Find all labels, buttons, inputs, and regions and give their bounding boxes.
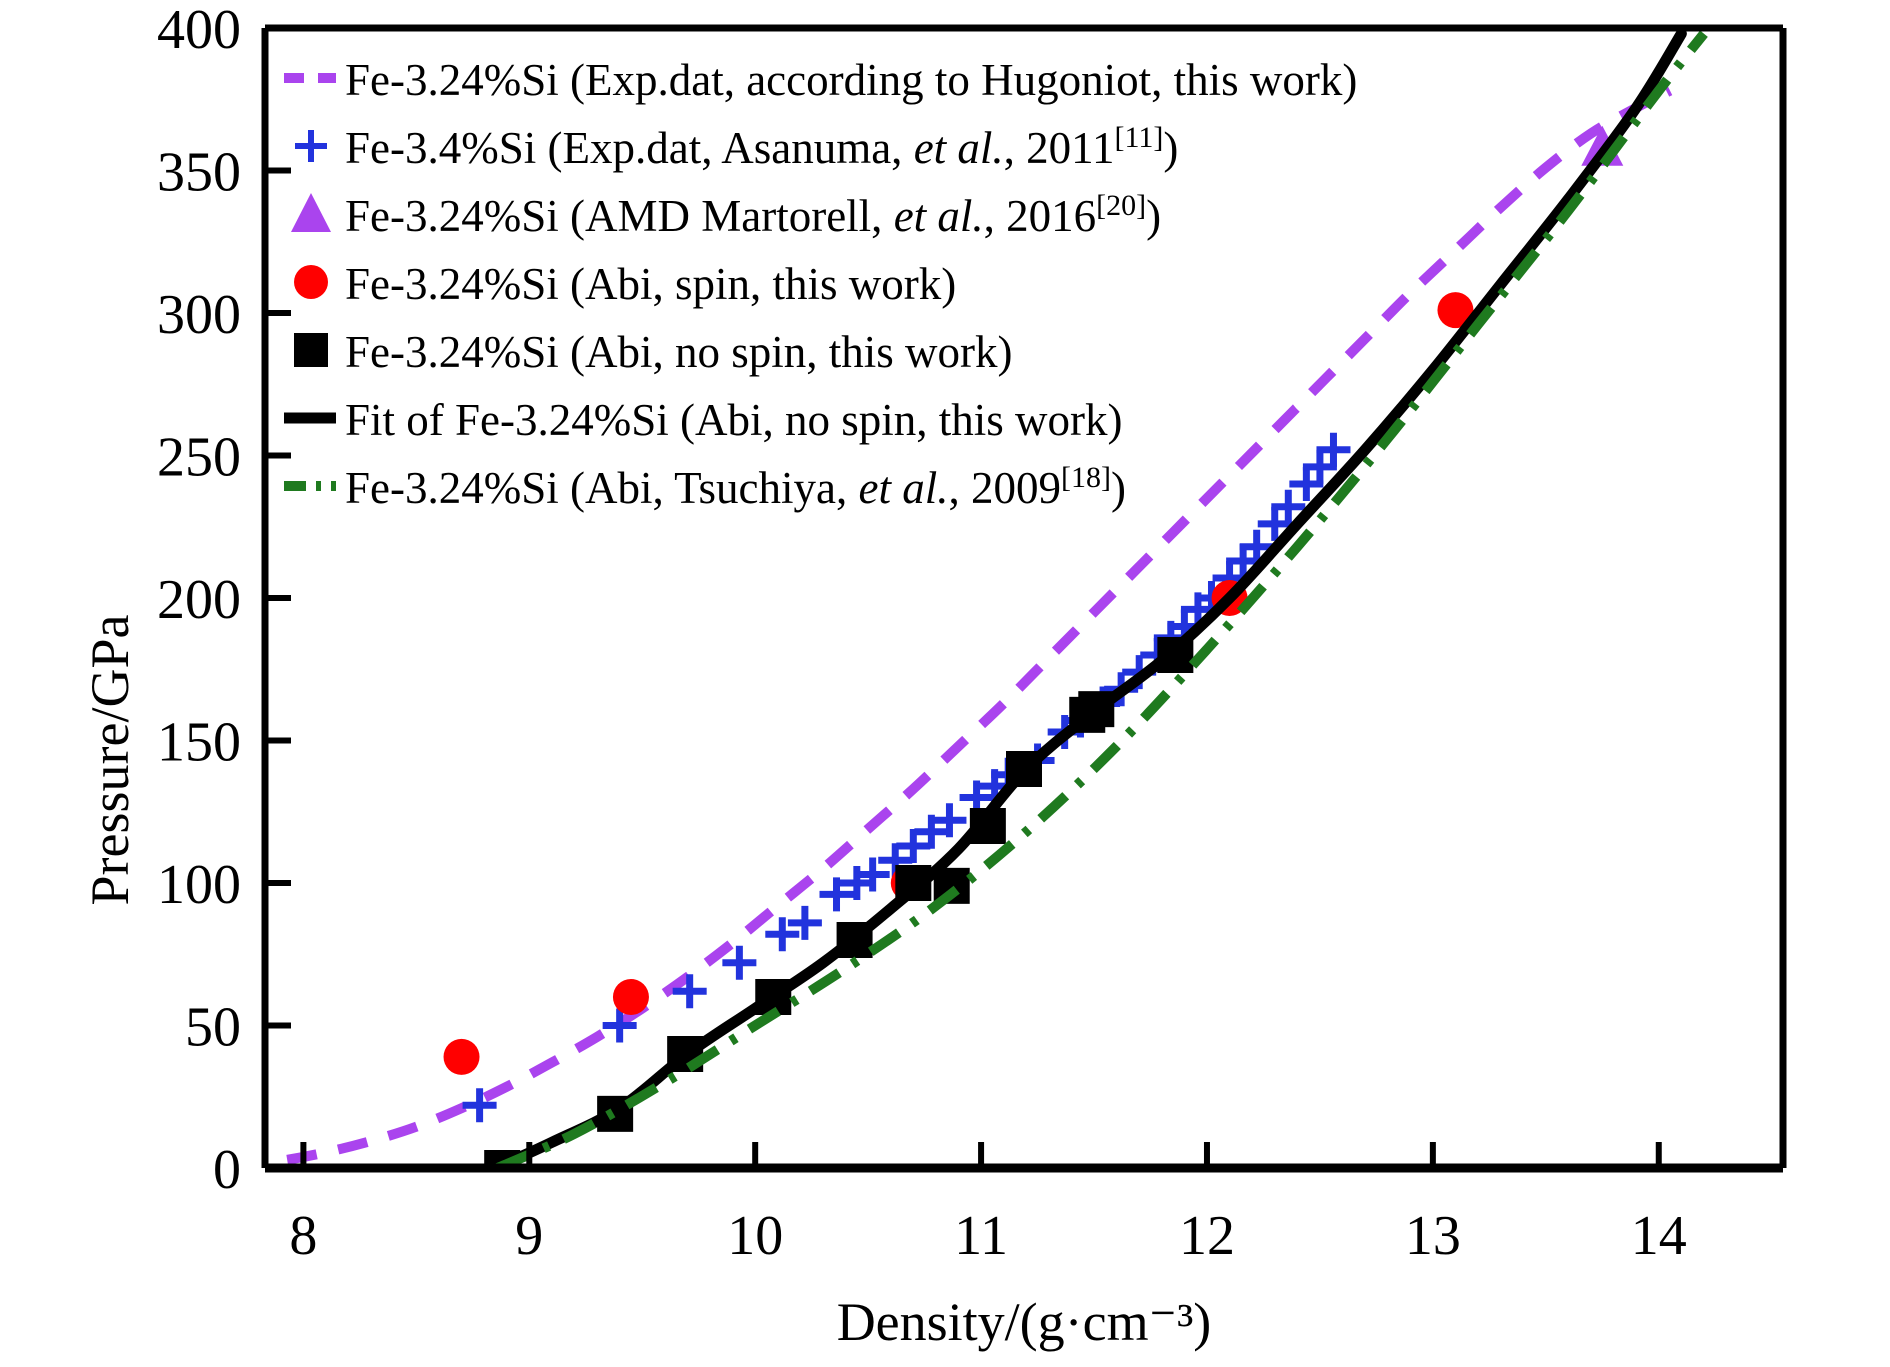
circle-marker [612,979,649,1015]
y-axis-title: Pressure/GPa [80,614,140,905]
x-axis-title: Density/(g·cm⁻³) [837,1292,1212,1352]
y-tick-label: 0 [213,1139,241,1201]
legend-item-asanuma-2011[interactable]: Fe-3.4%Si (Exp.dat, Asanuma, et al., 201… [295,121,1178,174]
x-tick-label: 13 [1405,1205,1461,1267]
legend-label: Fit of Fe-3.24%Si (Abi, no spin, this wo… [345,395,1123,445]
x-tick-label: 9 [515,1205,543,1267]
legend-label: Fe-3.24%Si (Abi, no spin, this work) [345,327,1013,377]
y-tick-label: 250 [157,427,241,489]
y-tick-label: 150 [157,712,241,774]
x-tick-label: 11 [954,1205,1008,1267]
plus-marker [896,828,931,863]
y-tick-label: 300 [157,284,241,346]
plus-marker [1316,432,1351,467]
x-tick-label: 12 [1179,1205,1235,1267]
plus-marker [722,945,757,980]
plus-marker [914,814,949,849]
legend-swatch-circle-icon [294,265,328,299]
legend-item-exp-hugoniot[interactable]: Fe-3.24%Si (Exp.dat, according to Hugoni… [284,55,1357,105]
legend-item-abi-spin[interactable]: Fe-3.24%Si (Abi, spin, this work) [294,259,956,309]
plus-marker [672,974,707,1009]
series-solid-line [490,30,1687,1166]
x-tick-label: 14 [1631,1205,1687,1267]
plus-marker [1239,529,1274,564]
legend-label: Fe-3.4%Si (Exp.dat, Asanuma, et al., 201… [345,121,1178,174]
legend-label: Fe-3.24%Si (AMD Martorell, et al., 2016[… [345,189,1161,242]
plus-marker [1257,506,1292,541]
plus-marker [787,905,822,940]
legend-swatch-square-icon [294,333,328,367]
y-tick-label: 350 [157,142,241,204]
plus-marker [1302,449,1337,484]
axis-tick-labels: 8 9 10 11 12 13 14 0 50 100 150 200 250 300 350 400 [157,0,1687,1267]
y-tick-label: 100 [157,854,241,916]
plus-marker [1289,467,1324,501]
x-tick-label: 10 [727,1205,783,1267]
data-series-layer [267,30,1708,1166]
series-dashed-line [267,86,1673,1166]
x-tick-label: 8 [289,1205,317,1267]
legend-swatch-triangle-icon [291,193,331,232]
plus-marker [932,803,967,838]
legend-item-fit-abi-nospin[interactable]: Fit of Fe-3.24%Si (Abi, no spin, this wo… [284,395,1123,445]
circle-marker [1437,292,1474,329]
plus-marker [855,857,890,892]
plus-marker [462,1088,497,1123]
y-tick-label: 50 [185,997,241,1059]
legend-label: Fe-3.24%Si (Abi, Tsuchiya, et al., 2009[… [345,461,1126,514]
plus-marker [1271,489,1306,524]
legend-item-tsuchiya-2009[interactable]: Fe-3.24%Si (Abi, Tsuchiya, et al., 2009[… [284,461,1126,514]
plus-marker [765,917,800,952]
y-tick-label: 400 [157,0,241,61]
legend-label: Fe-3.24%Si (Exp.dat, according to Hugoni… [345,55,1357,105]
legend-item-martorell-2016[interactable]: Fe-3.24%Si (AMD Martorell, et al., 2016[… [291,189,1161,242]
plot-area-background [265,28,1783,1168]
plus-marker [819,877,854,912]
circle-marker [443,1038,480,1075]
axis-ticks [265,25,1662,1171]
legend-swatch-plus-icon [295,130,327,162]
series-dashdot-line [495,30,1708,1166]
legend-label: Fe-3.24%Si (Abi, spin, this work) [345,259,956,309]
plus-marker [602,1008,637,1043]
legend-item-abi-nospin[interactable]: Fe-3.24%Si (Abi, no spin, this work) [294,327,1013,377]
chart-legend: Fe-3.24%Si (Exp.dat, according to Hugoni… [284,55,1357,513]
y-tick-label: 200 [157,569,241,631]
